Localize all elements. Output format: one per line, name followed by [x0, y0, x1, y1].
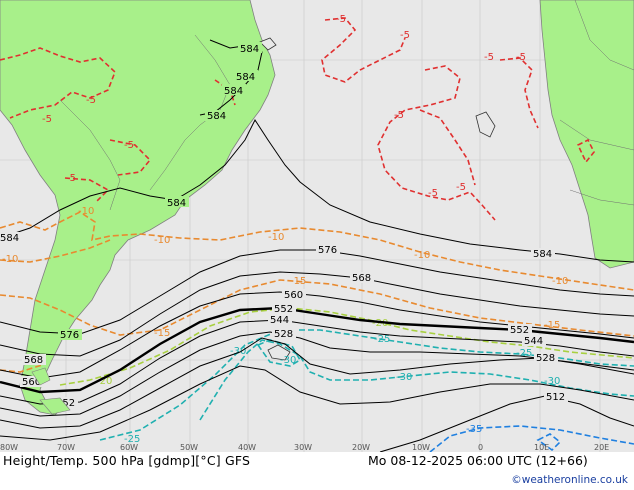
- temp-label-minus10: -10: [2, 254, 18, 265]
- height-labels: 584 584 584 584 584 584 584 576 576 568 …: [0, 42, 568, 409]
- height-label-512: 512: [546, 392, 565, 403]
- island: [267, 344, 291, 361]
- lon-label: 30W: [294, 443, 313, 452]
- lon-label: 20W: [352, 443, 371, 452]
- temp-label-minus10: -10: [552, 276, 568, 287]
- height-contours: [0, 39, 634, 453]
- temp-label-minus10: -10: [154, 235, 170, 246]
- map-title: Height/Temp. 500 hPa [gdmp][°C] GFS: [3, 453, 251, 468]
- temp-label-minus30: -30: [280, 355, 296, 366]
- coast-islands: [31, 367, 71, 415]
- height-label-584: 584: [0, 233, 19, 244]
- temp-label-minus5: -5: [456, 182, 466, 193]
- temp-label-minus30: -30: [230, 346, 246, 357]
- island: [475, 111, 496, 138]
- temp-label-minus5: -5: [124, 140, 134, 151]
- temp-contour-minus15: [0, 279, 634, 373]
- temp-label-minus5: -5: [42, 114, 52, 125]
- lon-label: 10E: [534, 443, 550, 452]
- height-label-544: 544: [524, 336, 543, 347]
- height-label-560: 560: [22, 377, 41, 388]
- temp-label-minus5: -5: [516, 52, 526, 63]
- temp-label-minus10: -10: [78, 206, 94, 217]
- temp-label-minus30: -30: [544, 376, 560, 387]
- valid-datetime: Mo 08-12-2025 06:00 UTC (12+66): [368, 453, 588, 468]
- temp-label-minus20: -20: [96, 376, 112, 387]
- credit-link[interactable]: ©weatheronline.co.uk: [511, 474, 628, 486]
- height-label-568: 568: [24, 355, 43, 366]
- temp-contour-minus25: [99, 329, 634, 441]
- height-label-584: 584: [207, 111, 226, 122]
- height-label-576: 576: [60, 330, 79, 341]
- temp-label-minus15: -15: [154, 328, 170, 339]
- temp-label-minus5: -5: [66, 173, 76, 184]
- temp-label-minus30: -30: [396, 372, 412, 383]
- temp-label-minus5: -5: [394, 110, 404, 121]
- height-contour-584: [0, 118, 634, 263]
- height-label-576: 576: [318, 245, 337, 256]
- footer-bar: [0, 452, 634, 490]
- height-label-552: 552: [510, 325, 529, 336]
- height-contour-512: [379, 395, 634, 453]
- lon-label: 10W: [412, 443, 431, 452]
- lon-label: 0: [478, 443, 484, 452]
- lon-label: 40W: [238, 443, 257, 452]
- temp-contour-minus20: [59, 307, 634, 386]
- borders: [59, 0, 634, 211]
- africa-land: [539, 0, 634, 269]
- height-contour-568: [0, 271, 634, 357]
- lon-label: 70W: [57, 443, 76, 452]
- height-label-544: 544: [270, 315, 289, 326]
- lon-label: 80W: [0, 443, 19, 452]
- temp-label-minus20: -20: [372, 318, 388, 329]
- temp-contour-minus10: [0, 211, 634, 291]
- temp-label-minus25: -25: [374, 334, 390, 345]
- temp-label-minus5: -5: [428, 188, 438, 199]
- height-contour-520: [0, 365, 634, 441]
- temp-label-minus10: -10: [414, 250, 430, 261]
- temp-label-minus5: -5: [336, 14, 346, 25]
- height-label-584: 584: [236, 72, 255, 83]
- height-label-584: 584: [167, 198, 186, 209]
- temp-label-minus10: -10: [268, 232, 284, 243]
- height-label-528: 528: [536, 353, 555, 364]
- height-contour-528: [0, 337, 634, 429]
- height-label-584: 584: [533, 249, 552, 260]
- temp-label-minus25: -25: [516, 348, 532, 359]
- lon-label: 50W: [180, 443, 199, 452]
- temp-label-minus5: -5: [484, 52, 494, 63]
- height-label-568: 568: [352, 273, 371, 284]
- lon-label: 20E: [594, 443, 610, 452]
- height-label-560: 560: [284, 290, 303, 301]
- height-label-584: 584: [224, 86, 243, 97]
- height-label-552: 552: [274, 304, 293, 315]
- height-label-528: 528: [274, 329, 293, 340]
- temp-label-minus5: -5: [400, 30, 410, 41]
- height-contour-552: [0, 306, 634, 394]
- height-contour-560: [0, 291, 634, 379]
- temp-label-minus25: -25: [124, 434, 140, 445]
- island: [259, 37, 277, 51]
- height-label-584: 584: [240, 44, 259, 55]
- height-label-552: 552: [56, 398, 75, 409]
- lon-label: 60W: [120, 443, 139, 452]
- temp-label-minus35: -35: [466, 424, 482, 435]
- temp-label-minus15: -15: [290, 276, 306, 287]
- temp-label-minus15: -15: [544, 320, 560, 331]
- temp-label-minus5: -5: [86, 95, 96, 106]
